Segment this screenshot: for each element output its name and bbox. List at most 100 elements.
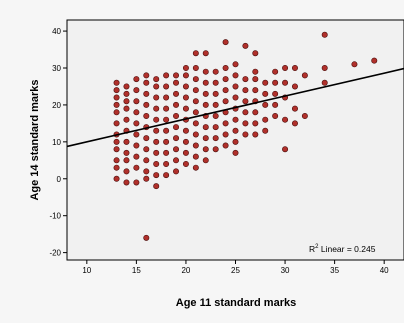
data-point <box>153 183 160 190</box>
data-point <box>242 42 249 49</box>
data-point <box>232 116 239 123</box>
y-tick-label: 10 <box>52 138 61 147</box>
data-point <box>272 113 279 120</box>
data-point <box>153 116 160 123</box>
data-point <box>182 83 189 90</box>
data-point <box>202 157 209 164</box>
data-point <box>182 72 189 79</box>
data-point <box>222 65 229 72</box>
data-point <box>282 116 289 123</box>
data-point <box>163 105 170 112</box>
data-point <box>153 94 160 101</box>
data-point <box>123 98 130 105</box>
data-point <box>173 135 180 142</box>
y-tick-label: -20 <box>49 249 61 258</box>
data-point <box>143 146 150 153</box>
data-point <box>202 101 209 108</box>
data-point <box>113 138 120 145</box>
data-point <box>163 116 170 123</box>
y-tick-label: 0 <box>57 175 62 184</box>
data-point <box>192 76 199 83</box>
data-point <box>272 101 279 108</box>
data-point <box>143 135 150 142</box>
data-point <box>282 65 289 72</box>
data-point <box>153 161 160 168</box>
data-point <box>123 83 130 90</box>
data-point <box>133 109 140 116</box>
data-point <box>252 120 259 127</box>
data-point <box>123 138 130 145</box>
data-point <box>301 113 308 120</box>
data-point <box>182 105 189 112</box>
data-point <box>133 76 140 83</box>
y-tick-label: -10 <box>49 212 61 221</box>
data-point <box>192 65 199 72</box>
data-point <box>222 142 229 149</box>
x-tick-label: 10 <box>82 266 91 275</box>
x-axis-title: Age 11 standard marks <box>176 297 296 309</box>
data-point <box>163 172 170 179</box>
data-point <box>242 98 249 105</box>
data-point <box>113 94 120 101</box>
data-point <box>222 39 229 46</box>
data-point <box>222 98 229 105</box>
data-point <box>163 161 170 168</box>
r-squared-superscript: 2 <box>315 244 319 250</box>
data-point <box>371 57 378 64</box>
data-point <box>272 79 279 86</box>
data-point <box>351 61 358 68</box>
data-point <box>173 101 180 108</box>
x-tick-label: 40 <box>380 266 389 275</box>
data-point <box>242 87 249 94</box>
trendline <box>66 67 404 148</box>
y-tick-label: 30 <box>52 64 61 73</box>
data-point <box>153 149 160 156</box>
data-point <box>242 131 249 138</box>
data-point <box>222 120 229 127</box>
data-point <box>252 87 259 94</box>
data-point <box>153 138 160 145</box>
data-point <box>192 87 199 94</box>
data-point <box>133 164 140 171</box>
data-point <box>242 109 249 116</box>
data-point <box>153 83 160 90</box>
x-tick-label: 25 <box>231 266 240 275</box>
data-point <box>192 120 199 127</box>
data-point <box>282 146 289 153</box>
data-point <box>182 161 189 168</box>
data-point <box>153 127 160 134</box>
data-point <box>262 127 269 134</box>
data-point <box>123 179 130 186</box>
data-point <box>202 124 209 131</box>
data-point <box>133 120 140 127</box>
data-point <box>232 61 239 68</box>
data-point <box>192 98 199 105</box>
data-point <box>192 50 199 57</box>
data-point <box>212 113 219 120</box>
data-point <box>212 68 219 75</box>
data-point <box>192 164 199 171</box>
data-point <box>262 79 269 86</box>
data-point <box>212 135 219 142</box>
data-point <box>143 101 150 108</box>
data-point <box>272 90 279 97</box>
y-tick-label: 20 <box>52 101 61 110</box>
data-point <box>232 138 239 145</box>
data-point <box>113 157 120 164</box>
data-point <box>202 90 209 97</box>
data-point <box>143 90 150 97</box>
data-point <box>291 105 298 112</box>
data-point <box>232 72 239 79</box>
data-point <box>123 168 130 175</box>
data-point <box>173 146 180 153</box>
data-points <box>113 31 378 241</box>
data-point <box>113 101 120 108</box>
data-point <box>123 90 130 97</box>
data-point <box>202 50 209 57</box>
data-point <box>113 120 120 127</box>
data-point <box>252 109 259 116</box>
data-point <box>252 131 259 138</box>
data-point <box>173 113 180 120</box>
data-point <box>321 65 328 72</box>
x-axis-ticks: 10 15 20 25 30 35 40 <box>82 260 389 275</box>
